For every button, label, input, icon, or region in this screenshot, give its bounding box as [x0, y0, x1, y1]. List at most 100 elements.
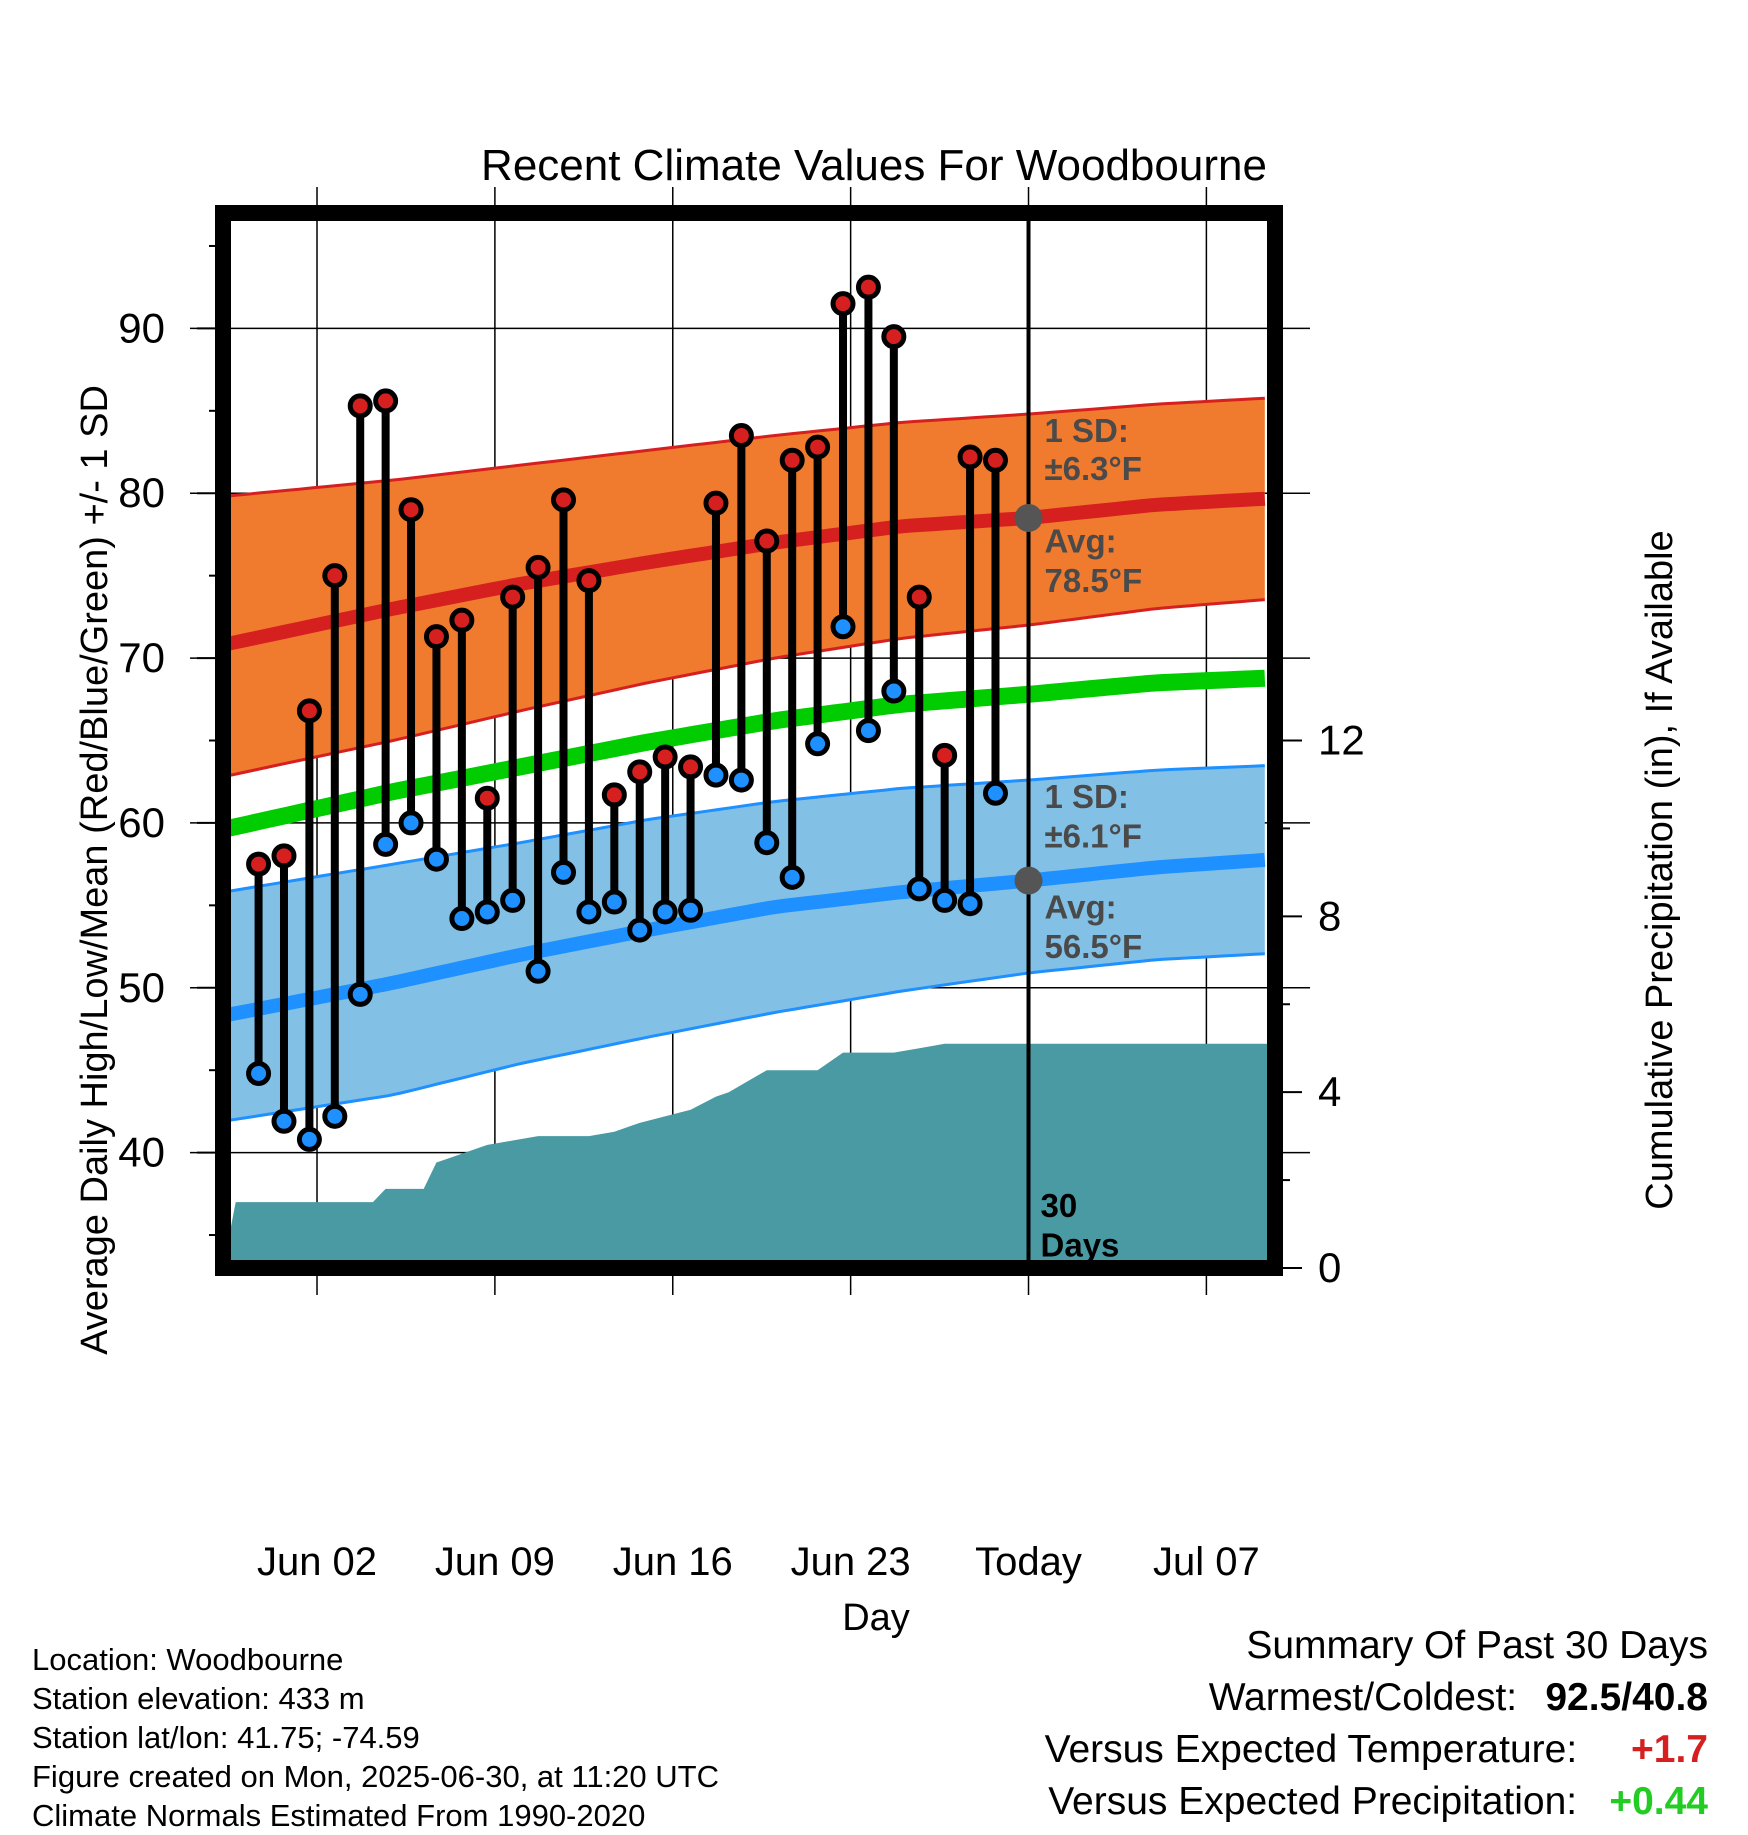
- daily-low-point: [906, 876, 932, 902]
- precip-label: Versus Expected Precipitation:: [1048, 1780, 1578, 1823]
- normals-text: Climate Normals Estimated From 1990-2020: [32, 1798, 646, 1833]
- summary-precip-row: Versus Expected Precipitation: +0.44: [1045, 1776, 1708, 1828]
- daily-low-point: [525, 958, 551, 984]
- x-tick-label-2: Jun 16: [613, 1540, 733, 1584]
- normal-low-line: [223, 852, 1266, 1023]
- summary-panel: Summary Of Past 30 Days Warmest/Coldest:…: [1045, 1620, 1708, 1828]
- daily-low-point: [423, 846, 449, 872]
- daily-high-point: [830, 291, 856, 317]
- daily-low-point: [779, 864, 805, 890]
- today-high-marker: [1014, 503, 1043, 532]
- daily-high-point: [627, 759, 653, 785]
- y-tick-label-5: 90: [118, 304, 165, 351]
- daily-low-point: [246, 1060, 272, 1086]
- y2-tick-label-0: 0: [1318, 1244, 1341, 1291]
- daily-low-point: [703, 762, 729, 788]
- location-text: Location: Woodbourne: [32, 1642, 344, 1677]
- daily-high-point: [525, 554, 551, 580]
- daily-low-point: [652, 899, 678, 925]
- daily-low-point: [601, 889, 627, 915]
- warm-cold-label: Warmest/Coldest:: [1208, 1676, 1518, 1719]
- low-sd-lower-line: [223, 952, 1265, 1123]
- y-axis-label: Average Daily High/Low/Mean (Red/Blue/Gr…: [74, 385, 116, 1355]
- daily-low-point: [982, 780, 1008, 806]
- station-info: Location: Woodbourne Station elevation: …: [32, 1640, 719, 1835]
- x-tick-label-3: Jun 23: [791, 1540, 911, 1584]
- temp-label: Versus Expected Temperature:: [1044, 1728, 1578, 1771]
- daily-high-point: [678, 754, 704, 780]
- daily-low-point: [754, 830, 780, 856]
- daily-high-point: [551, 487, 577, 513]
- daily-low-point: [932, 887, 958, 913]
- high-avg-label-line2: 78.5°F: [1045, 562, 1143, 599]
- daily-low-point: [855, 718, 881, 744]
- daily-low-point: [398, 810, 424, 836]
- summary-title: Summary Of Past 30 Days: [1246, 1624, 1708, 1667]
- daily-low-point: [551, 859, 577, 885]
- today-days-number: 30: [1041, 1187, 1078, 1224]
- daily-low-point: [576, 899, 602, 925]
- low-avg-label-line1: Avg:: [1045, 889, 1117, 926]
- daily-high-point: [449, 607, 475, 633]
- daily-high-point: [805, 434, 831, 460]
- daily-high-point: [957, 444, 983, 470]
- daily-high-point: [373, 388, 399, 414]
- y2-tick-label-1: 4: [1318, 1068, 1341, 1115]
- daily-low-point: [805, 731, 831, 757]
- daily-low-point: [271, 1108, 297, 1134]
- daily-high-point: [932, 742, 958, 768]
- daily-high-point: [881, 324, 907, 350]
- daily-low-point: [449, 906, 475, 932]
- precip-value: +0.44: [1609, 1780, 1708, 1823]
- daily-high-point: [322, 563, 348, 589]
- y2-tick-label-3: 12: [1318, 717, 1365, 764]
- chart-title: Recent Climate Values For Woodbourne: [481, 141, 1267, 190]
- precip-area: [223, 1043, 1275, 1268]
- low-sd-label-line2: ±6.1°F: [1045, 818, 1142, 855]
- high-sd-label-line1: 1 SD:: [1045, 412, 1129, 449]
- daily-high-point: [500, 584, 526, 610]
- y-tick-label-0: 40: [118, 1129, 165, 1176]
- x-tick-label-5: Jul 07: [1153, 1540, 1260, 1584]
- daily-high-point: [982, 447, 1008, 473]
- y-tick-label-2: 60: [118, 799, 165, 846]
- y-tick-label-4: 80: [118, 469, 165, 516]
- daily-high-point: [855, 274, 881, 300]
- daily-low-point: [627, 917, 653, 943]
- low-sd-label-line1: 1 SD:: [1045, 778, 1129, 815]
- daily-high-point: [246, 851, 272, 877]
- y2-tick-label-2: 8: [1318, 892, 1341, 939]
- daily-high-point: [703, 490, 729, 516]
- high-sd-label-line2: ±6.3°F: [1045, 450, 1142, 487]
- y-tick-label-1: 50: [118, 964, 165, 1011]
- x-axis-label: Day: [842, 1597, 910, 1639]
- daily-high-point: [474, 785, 500, 811]
- daily-high-point: [906, 584, 932, 610]
- daily-high-point: [423, 624, 449, 650]
- daily-high-point: [398, 497, 424, 523]
- low-avg-label-line2: 56.5°F: [1045, 928, 1143, 965]
- daily-high-point: [754, 528, 780, 554]
- daily-high-point: [576, 568, 602, 594]
- daily-high-point: [728, 423, 754, 449]
- latlon-text: Station lat/lon: 41.75; -74.59: [32, 1720, 420, 1755]
- x-tick-label-0: Jun 02: [257, 1540, 377, 1584]
- daily-low-point: [957, 891, 983, 917]
- created-text: Figure created on Mon, 2025-06-30, at 11…: [32, 1759, 719, 1794]
- daily-high-point: [779, 447, 805, 473]
- today-low-marker: [1014, 866, 1043, 895]
- low-sd-upper-line: [223, 764, 1265, 894]
- daily-high-point: [601, 782, 627, 808]
- elevation-text: Station elevation: 433 m: [32, 1681, 365, 1716]
- y2-axis-label: Cumulative Precipitation (in), If Availa…: [1639, 530, 1681, 1209]
- daily-low-point: [322, 1103, 348, 1129]
- today-days-word: Days: [1041, 1226, 1120, 1263]
- daily-high-point: [296, 698, 322, 724]
- summary-temp-row: Versus Expected Temperature: +1.7: [1045, 1724, 1708, 1776]
- daily-low-point: [500, 887, 526, 913]
- daily-low-point: [296, 1126, 322, 1152]
- daily-low-point: [474, 899, 500, 925]
- daily-low-point: [347, 981, 373, 1007]
